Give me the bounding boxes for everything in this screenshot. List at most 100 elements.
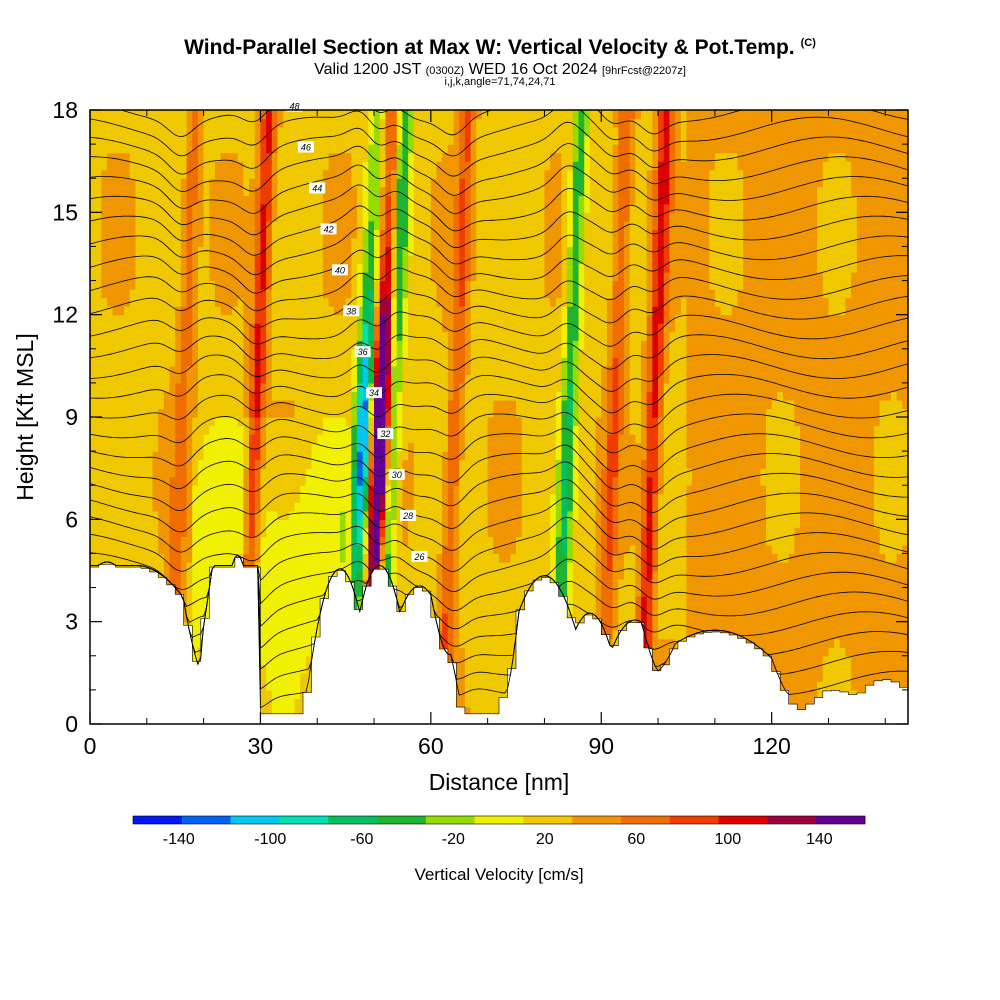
w-cell [129,195,137,205]
w-cell [226,527,233,537]
w-cell [226,118,233,128]
w-cell [249,536,256,546]
w-cell [402,374,409,384]
w-cell [459,647,466,657]
w-cell [101,451,108,461]
w-cell [328,468,335,478]
w-cell [101,442,108,452]
w-cell [413,493,421,503]
w-cell [459,144,466,154]
w-cell [277,169,284,179]
w-cell [135,391,142,401]
w-cell [169,476,176,486]
w-cell [232,459,239,469]
w-cell [203,374,210,384]
grid-indices: i,j,k,angle=71,74,24,71 [444,76,556,88]
w-cell [294,237,301,248]
w-cell [135,357,142,367]
w-cell [169,399,176,410]
w-cell [141,510,148,520]
w-cell [266,144,273,154]
w-cell [453,391,460,401]
w-cell [214,476,222,486]
w-cell [430,357,438,367]
w-cell [135,314,142,324]
w-cell [436,382,443,393]
w-cell [300,630,307,640]
w-cell [442,229,449,239]
w-cell [459,570,466,580]
w-cell [322,203,330,213]
w-cell [90,365,97,375]
w-cell [277,254,284,265]
w-cell [459,417,466,427]
w-cell [288,655,296,665]
w-cell [101,536,108,546]
w-cell [345,195,352,205]
w-cell [413,195,421,205]
w-cell [402,519,409,529]
w-cell [481,561,489,572]
w-cell [175,493,182,503]
w-cell [476,485,483,495]
w-cell [220,340,227,350]
w-cell [368,272,375,282]
w-cell [283,655,290,665]
w-cell [180,485,188,495]
w-cell [288,604,296,614]
w-cell [124,527,131,537]
w-cell [226,357,233,367]
w-cell [237,186,244,196]
w-cell [169,314,176,324]
w-cell [90,391,97,401]
w-cell [300,493,307,503]
w-cell [163,510,171,520]
w-cell [413,203,421,213]
w-cell [294,417,301,427]
w-cell [430,220,438,230]
w-cell [294,391,301,401]
w-cell [476,451,483,461]
w-cell [470,169,477,179]
w-cell [283,272,290,282]
w-cell [95,118,102,128]
w-cell [470,118,477,128]
w-cell [152,178,159,188]
w-cell [220,144,227,154]
w-cell [328,340,335,350]
w-cell [214,229,222,239]
w-cell [277,587,284,597]
w-cell [90,306,97,316]
w-cell [459,118,466,128]
w-cell [260,118,267,128]
w-cell [402,263,409,273]
w-cell [158,510,165,520]
w-cell [322,135,330,145]
w-cell [328,382,335,393]
w-cell [124,306,131,316]
w-cell [379,519,386,529]
w-cell [129,493,137,503]
w-cell [368,519,375,529]
w-cell [95,459,102,469]
w-cell [192,135,199,145]
w-cell [101,331,108,341]
w-cell [374,502,381,512]
w-cell [453,280,460,290]
w-cell [436,246,443,256]
w-cell [419,434,426,444]
w-cell [107,263,114,273]
w-cell [396,459,404,469]
w-cell [305,297,313,307]
w-cell [220,212,227,222]
w-cell [339,289,347,299]
w-cell [254,510,262,520]
w-cell [334,493,341,503]
w-cell [192,587,199,597]
w-cell [419,161,426,171]
w-cell [391,144,398,154]
w-cell [288,382,296,393]
w-cell [413,459,421,469]
w-cell [288,357,296,367]
w-cell [470,314,477,324]
